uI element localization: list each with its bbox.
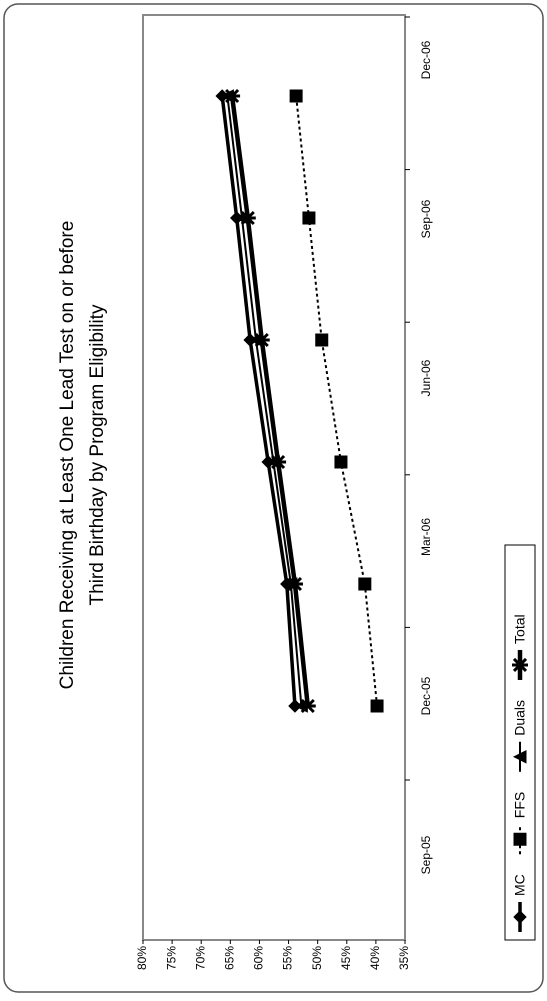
legend-label: Duals xyxy=(512,700,528,736)
y-tick-label: 75% xyxy=(164,946,178,970)
data-point xyxy=(253,332,270,348)
data-point xyxy=(358,577,372,591)
legend-label: MC xyxy=(512,874,528,896)
data-point xyxy=(224,88,241,104)
legend-label: FFS xyxy=(512,792,528,818)
data-point xyxy=(299,698,316,714)
data-point xyxy=(286,576,303,592)
x-tick-label: Sep-06 xyxy=(419,199,433,238)
chart-title: Third Birthday by Program Eligibility xyxy=(87,304,108,605)
series-line xyxy=(229,95,311,707)
plot-area xyxy=(142,14,406,941)
series-line xyxy=(295,95,379,707)
data-point xyxy=(302,211,316,225)
data-point xyxy=(315,333,329,347)
outer-frame xyxy=(3,3,544,993)
x-tick-label: Mar-06 xyxy=(419,518,433,556)
y-tick-label: 80% xyxy=(135,946,149,970)
x-tick-label: Sep-05 xyxy=(419,835,433,874)
y-tick-label: 60% xyxy=(252,946,266,970)
y-tick-label: 50% xyxy=(310,946,324,970)
y-tick-label: 70% xyxy=(193,946,207,970)
legend-marker xyxy=(513,910,527,924)
y-tick-label: 45% xyxy=(339,946,353,970)
chart-title: Children Receiving at Least One Lead Tes… xyxy=(57,221,78,690)
legend: MC FFS Duals Total xyxy=(504,544,536,941)
data-point xyxy=(270,454,287,470)
x-tick-label: Dec-05 xyxy=(419,676,433,715)
y-tick-label: 35% xyxy=(397,946,411,970)
series-line xyxy=(226,95,303,707)
data-point xyxy=(370,699,384,713)
legend-marker xyxy=(513,832,527,846)
rotated-chart: Children Receiving at Least One Lead Tes… xyxy=(16,14,536,970)
y-tick-label: 65% xyxy=(223,946,237,970)
legend-marker xyxy=(512,749,527,764)
legend-marker xyxy=(512,657,528,673)
legend-label: Total xyxy=(512,614,528,644)
data-point xyxy=(289,89,303,103)
x-tick-label: Dec-06 xyxy=(419,40,433,79)
y-tick-label: 40% xyxy=(368,946,382,970)
y-tick-label: 55% xyxy=(281,946,295,970)
data-point xyxy=(334,455,348,469)
series-line xyxy=(220,95,297,707)
data-point xyxy=(239,210,256,226)
x-tick-label: Jun-06 xyxy=(419,359,433,396)
